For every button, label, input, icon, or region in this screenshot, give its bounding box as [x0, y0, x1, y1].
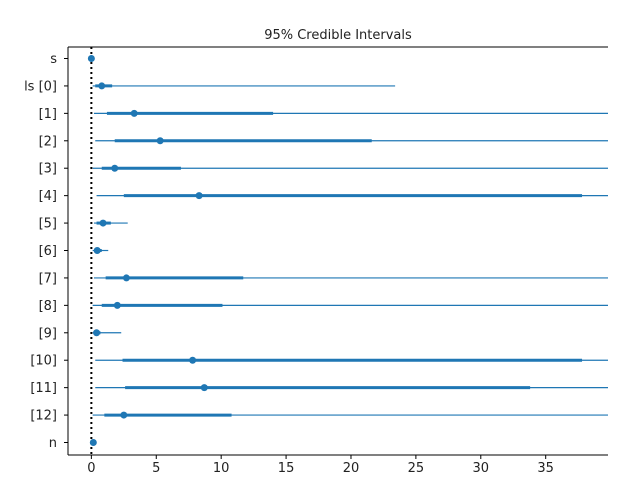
- interval-row: [9]: [39, 326, 122, 341]
- point-estimate: [93, 247, 101, 254]
- interval-row: [1]: [39, 107, 608, 122]
- interval-row: [8]: [39, 299, 608, 314]
- point-estimate: [113, 301, 121, 309]
- row-label: [2]: [39, 134, 57, 149]
- point-estimate: [99, 219, 107, 227]
- interval-row: [10]: [30, 354, 608, 369]
- row-label: [1]: [39, 107, 57, 122]
- point-estimate: [122, 274, 130, 282]
- row-label: [11]: [30, 381, 57, 396]
- row-label: [4]: [39, 189, 57, 204]
- interval-row: [6]: [39, 244, 109, 259]
- point-estimate: [87, 55, 95, 62]
- x-tick-label: 0: [87, 461, 95, 476]
- x-ticks: 0 5 10 15 20 25 30 35: [87, 455, 554, 476]
- x-tick-label: 30: [473, 461, 490, 476]
- interval-row: [2]: [39, 134, 608, 149]
- row-label: [5]: [39, 217, 57, 232]
- row-label: [12]: [30, 409, 57, 424]
- point-estimate: [120, 411, 128, 419]
- interval-row: [12]: [30, 409, 608, 424]
- point-estimate: [130, 109, 138, 117]
- chart-title: 95% Credible Intervals: [264, 28, 412, 43]
- interval-row: [11]: [30, 381, 608, 396]
- interval-row: n: [49, 436, 97, 451]
- interval-row: [3]: [39, 162, 608, 177]
- rows-layer: s ls [0] [1] [2] [3] [4] [5] [6] [7] [8] [9] [10] [1…: [24, 52, 608, 451]
- row-label: [3]: [39, 162, 57, 177]
- point-estimate: [189, 356, 197, 364]
- row-label: [7]: [39, 271, 57, 286]
- row-label: [8]: [39, 299, 57, 314]
- point-estimate: [93, 329, 101, 337]
- point-estimate: [200, 384, 208, 392]
- row-label: [10]: [30, 354, 57, 369]
- row-label: [6]: [39, 244, 57, 259]
- point-estimate: [156, 137, 164, 145]
- x-tick-label: 15: [278, 461, 295, 476]
- interval-row: ls [0]: [24, 79, 396, 94]
- interval-row: [4]: [39, 189, 608, 204]
- x-tick-label: 20: [343, 461, 360, 476]
- point-estimate: [111, 164, 119, 172]
- point-estimate: [195, 192, 203, 200]
- x-tick-label: 35: [537, 461, 554, 476]
- row-label: ls [0]: [24, 79, 57, 94]
- interval-row: s: [50, 52, 95, 67]
- row-label: [9]: [39, 326, 57, 341]
- x-tick-label: 5: [152, 461, 160, 476]
- point-estimate: [98, 82, 106, 90]
- row-label: n: [49, 436, 57, 451]
- interval-row: [5]: [39, 217, 128, 232]
- interval-row: [7]: [39, 271, 608, 286]
- x-tick-label: 25: [408, 461, 425, 476]
- axes: [67, 46, 608, 456]
- point-estimate: [89, 439, 97, 446]
- x-tick-label: 10: [213, 461, 230, 476]
- row-label: s: [50, 52, 57, 67]
